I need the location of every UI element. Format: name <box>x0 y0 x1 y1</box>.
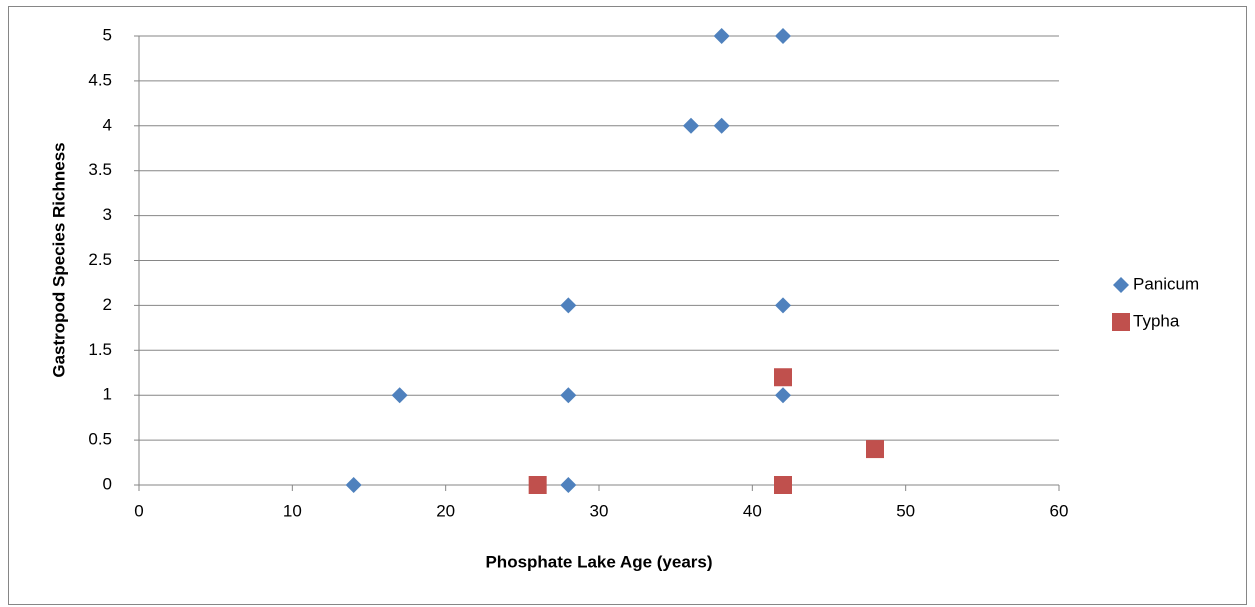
point <box>528 476 547 494</box>
legend-marker <box>1113 277 1129 293</box>
y-tick-label: 5 <box>103 25 112 44</box>
y-tick-label: 1 <box>103 385 112 404</box>
point <box>774 476 792 494</box>
legend-label: Typha <box>1133 311 1180 330</box>
y-tick-label: 0 <box>103 474 112 493</box>
point <box>774 368 792 387</box>
x-tick-label: 30 <box>590 501 609 520</box>
point <box>560 297 577 314</box>
y-tick-label: 0.5 <box>88 430 112 449</box>
point <box>560 477 577 493</box>
point <box>560 387 577 404</box>
point <box>683 117 699 134</box>
y-tick-label: 1.5 <box>88 340 112 359</box>
point <box>866 440 884 459</box>
x-axis-title: Phosphate Lake Age (years) <box>485 552 712 571</box>
y-tick-label: 3 <box>103 205 112 224</box>
y-tick-label: 4.5 <box>88 70 112 89</box>
y-tick-label: 2.5 <box>88 250 112 269</box>
chart-border <box>8 6 1247 605</box>
y-tick-label: 3.5 <box>88 160 112 179</box>
point <box>775 297 791 314</box>
point <box>775 28 791 44</box>
y-tick-label: 4 <box>103 115 112 134</box>
x-tick-label: 20 <box>436 501 455 520</box>
point <box>391 387 408 404</box>
y-axis-title: Gastropod Species Richness <box>49 142 68 377</box>
point <box>713 117 730 134</box>
point <box>775 387 791 404</box>
x-tick-label: 10 <box>283 501 302 520</box>
point <box>713 28 730 44</box>
legend-label: Panicum <box>1133 274 1199 293</box>
x-tick-label: 60 <box>1050 501 1069 520</box>
x-tick-label: 0 <box>134 501 143 520</box>
point <box>345 477 362 493</box>
x-tick-label: 50 <box>896 501 915 520</box>
y-tick-label: 2 <box>103 295 112 314</box>
legend-marker <box>1112 313 1130 331</box>
x-tick-label: 40 <box>743 501 762 520</box>
